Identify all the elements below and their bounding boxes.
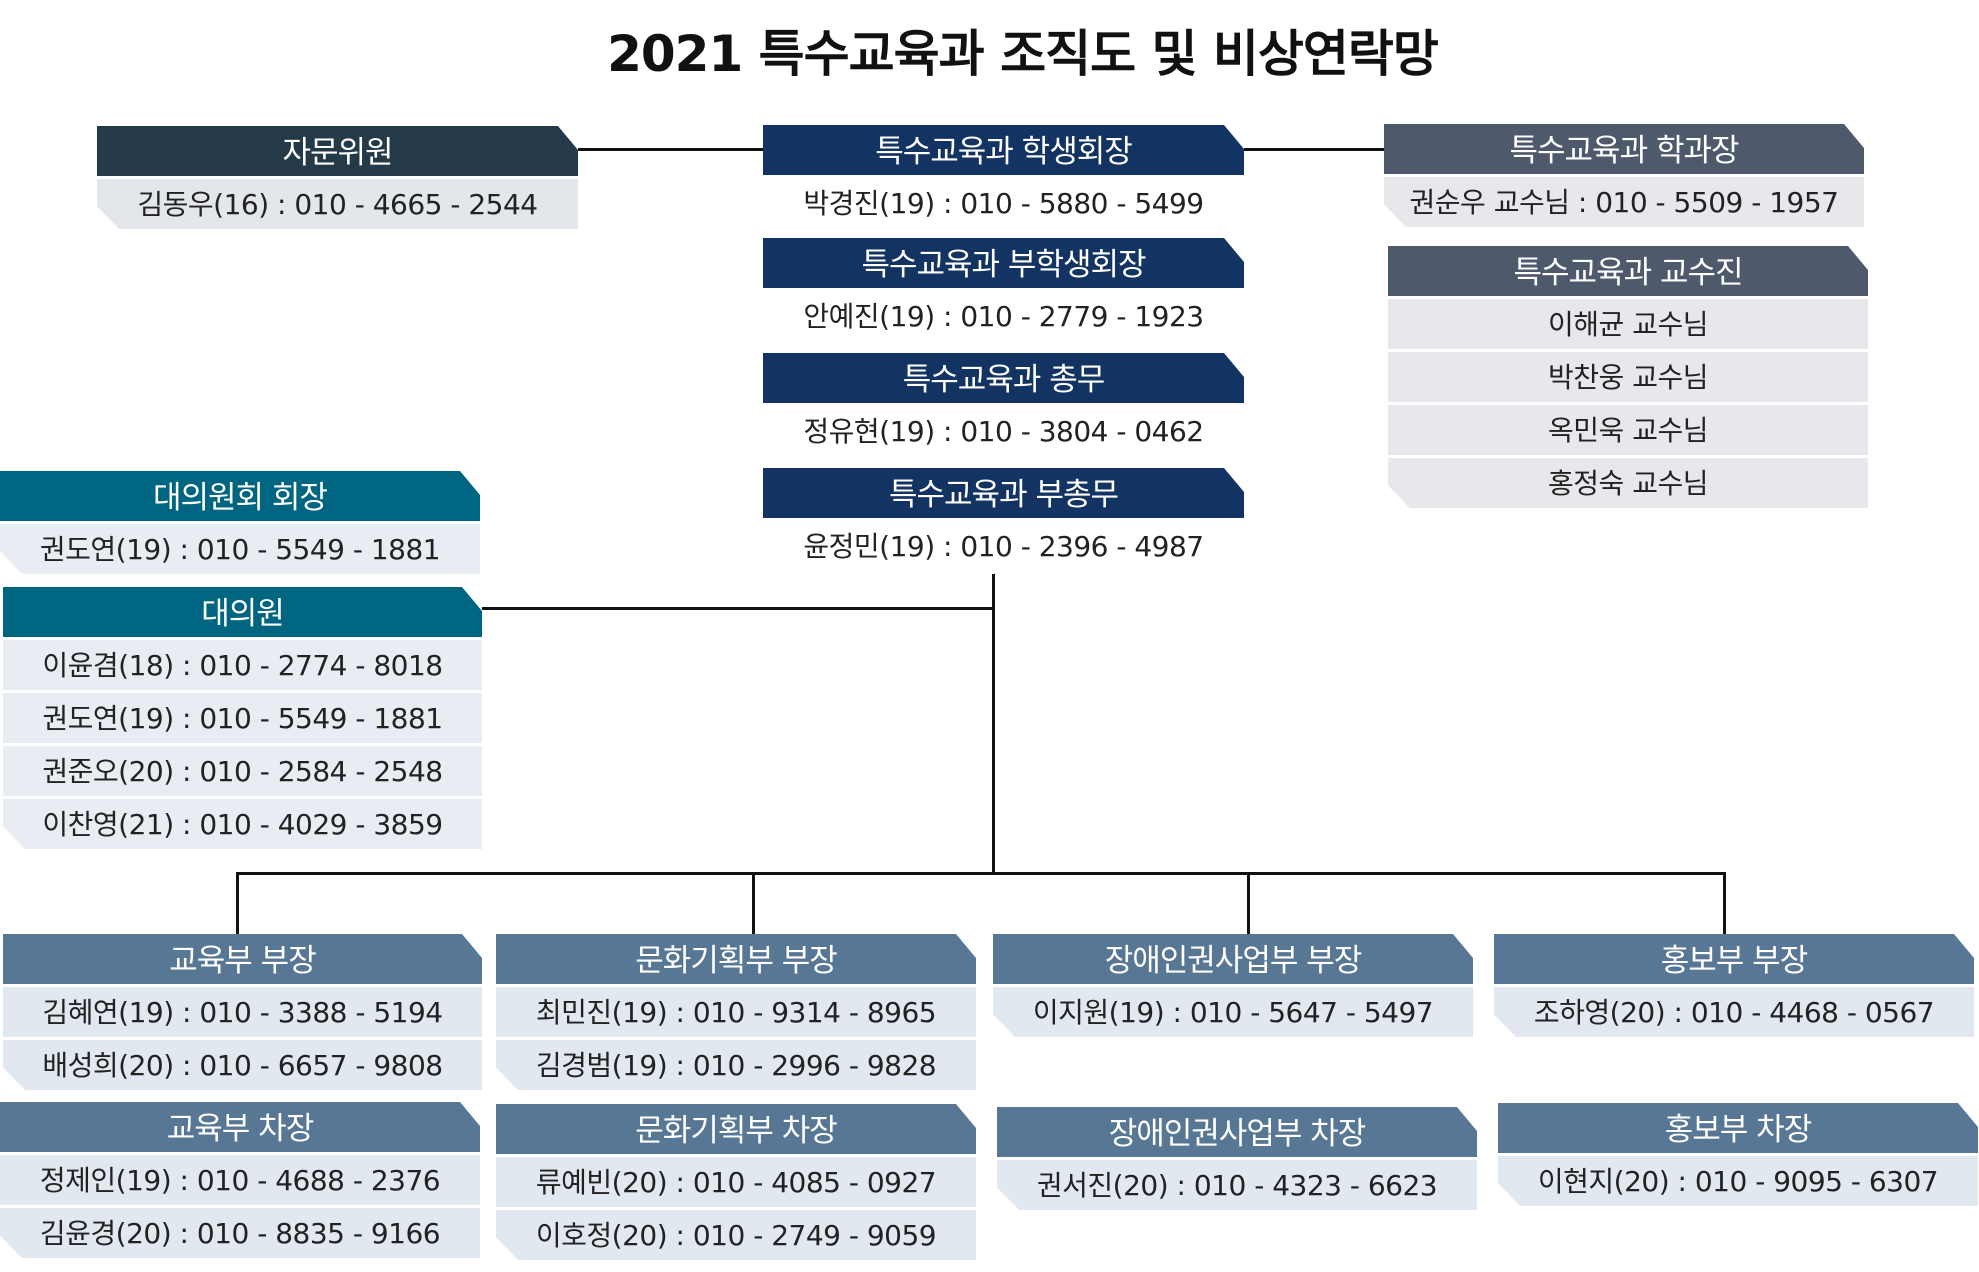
- org-box-header: 문화기획부 차장: [496, 1104, 976, 1154]
- page-title: 2021 특수교육과 조직도 및 비상연락망: [607, 25, 1439, 83]
- contact-row: 박경진(19) : 010 - 5880 - 5499: [803, 187, 1204, 220]
- org-box-header: 대의원: [3, 587, 482, 637]
- org-box-delegate-chair: 대의원회 회장 권도연(19) : 010 - 5549 - 1881: [0, 471, 480, 574]
- org-box-header: 특수교육과 부총무: [763, 468, 1244, 518]
- contact-row: 옥민욱 교수님: [1388, 405, 1868, 455]
- contact-row: 이찬영(21) : 010 - 4029 - 3859: [3, 799, 482, 849]
- contact-row: 권도연(19) : 010 - 5549 - 1881: [3, 693, 482, 743]
- contact-row: 이지원(19) : 010 - 5647 - 5497: [993, 987, 1473, 1037]
- org-box-header: 특수교육과 총무: [763, 353, 1244, 403]
- contact-row: 김윤경(20) : 010 - 8835 - 9166: [0, 1208, 480, 1258]
- org-box-header: 홍보부 부장: [1494, 934, 1974, 984]
- org-box-header: 특수교육과 부학생회장: [763, 238, 1244, 288]
- connector-line: [578, 148, 763, 151]
- contact-row: 이윤겸(18) : 010 - 2774 - 8018: [3, 640, 482, 690]
- connector-line: [1723, 872, 1726, 934]
- org-box-rights-head: 장애인권사업부 부장 이지원(19) : 010 - 5647 - 5497: [993, 934, 1473, 1037]
- contact-row: 배성희(20) : 010 - 6657 - 9808: [3, 1040, 482, 1090]
- contact-row: 최민진(19) : 010 - 9314 - 8965: [496, 987, 976, 1037]
- org-box-header: 홍보부 차장: [1498, 1103, 1978, 1153]
- org-box-delegates: 대의원 이윤겸(18) : 010 - 2774 - 8018 권도연(19) : …: [3, 587, 482, 849]
- connector-line: [236, 872, 239, 934]
- contact-row: 박찬웅 교수님: [1388, 352, 1868, 402]
- org-box-culture-deputy: 문화기획부 차장 류예빈(20) : 010 - 4085 - 0927 이호정(2…: [496, 1104, 976, 1260]
- contact-row: 이호정(20) : 010 - 2749 - 9059: [496, 1210, 976, 1260]
- org-box-header: 장애인권사업부 차장: [997, 1107, 1477, 1157]
- org-box-rights-deputy: 장애인권사업부 차장 권서진(20) : 010 - 4323 - 6623: [997, 1107, 1477, 1210]
- org-box-header: 특수교육과 학생회장: [763, 125, 1244, 175]
- contact-row: 홍정숙 교수님: [1388, 458, 1868, 508]
- contact-row: 권순우 교수님 : 010 - 5509 - 1957: [1384, 177, 1864, 227]
- connector-line: [482, 607, 993, 610]
- contact-row: 권서진(20) : 010 - 4323 - 6623: [997, 1160, 1477, 1210]
- org-box-edu-head: 교육부 부장 김혜연(19) : 010 - 3388 - 5194 배성희(20)…: [3, 934, 482, 1090]
- connector-line: [752, 872, 755, 934]
- org-box-header: 특수교육과 교수진: [1388, 246, 1868, 296]
- org-box-pr-deputy: 홍보부 차장 이현지(20) : 010 - 9095 - 6307: [1498, 1103, 1978, 1206]
- connector-line: [1247, 872, 1250, 934]
- org-box-pr-head: 홍보부 부장 조하영(20) : 010 - 4468 - 0567: [1494, 934, 1974, 1037]
- contact-row: 권도연(19) : 010 - 5549 - 1881: [0, 524, 480, 574]
- connector-line: [236, 872, 1726, 875]
- contact-row: 조하영(20) : 010 - 4468 - 0567: [1494, 987, 1974, 1037]
- contact-row: 윤정민(19) : 010 - 2396 - 4987: [803, 530, 1204, 563]
- org-box-header: 문화기획부 부장: [496, 934, 976, 984]
- org-box-header: 장애인권사업부 부장: [993, 934, 1473, 984]
- org-box-edu-deputy: 교육부 차장 정제인(19) : 010 - 4688 - 2376 김윤경(20)…: [0, 1102, 480, 1258]
- org-box-header: 대의원회 회장: [0, 471, 480, 521]
- contact-row: 류예빈(20) : 010 - 4085 - 0927: [496, 1157, 976, 1207]
- org-box-faculty: 특수교육과 교수진 이해균 교수님 박찬웅 교수님 옥민욱 교수님 홍정숙 교수님: [1388, 246, 1868, 508]
- org-box-header: 교육부 차장: [0, 1102, 480, 1152]
- contact-row: 김경범(19) : 010 - 2996 - 9828: [496, 1040, 976, 1090]
- contact-row: 이현지(20) : 010 - 9095 - 6307: [1498, 1156, 1978, 1206]
- connector-line: [992, 574, 995, 875]
- connector-line: [1244, 148, 1384, 151]
- org-box-header: 자문위원: [97, 126, 578, 176]
- org-box-header: 교육부 부장: [3, 934, 482, 984]
- contact-row: 정제인(19) : 010 - 4688 - 2376: [0, 1155, 480, 1205]
- contact-row: 이해균 교수님: [1388, 299, 1868, 349]
- org-box-header: 특수교육과 학과장: [1384, 124, 1864, 174]
- contact-row: 안예진(19) : 010 - 2779 - 1923: [803, 300, 1204, 333]
- contact-row: 권준오(20) : 010 - 2584 - 2548: [3, 746, 482, 796]
- org-box-dept-head: 특수교육과 학과장 권순우 교수님 : 010 - 5509 - 1957: [1384, 124, 1864, 227]
- contact-row: 김동우(16) : 010 - 4665 - 2544: [97, 179, 578, 229]
- org-box-culture-head: 문화기획부 부장 최민진(19) : 010 - 9314 - 8965 김경범(1…: [496, 934, 976, 1090]
- org-box-advisor: 자문위원 김동우(16) : 010 - 4665 - 2544: [97, 126, 578, 229]
- contact-row: 김혜연(19) : 010 - 3388 - 5194: [3, 987, 482, 1037]
- contact-row: 정유현(19) : 010 - 3804 - 0462: [803, 415, 1204, 448]
